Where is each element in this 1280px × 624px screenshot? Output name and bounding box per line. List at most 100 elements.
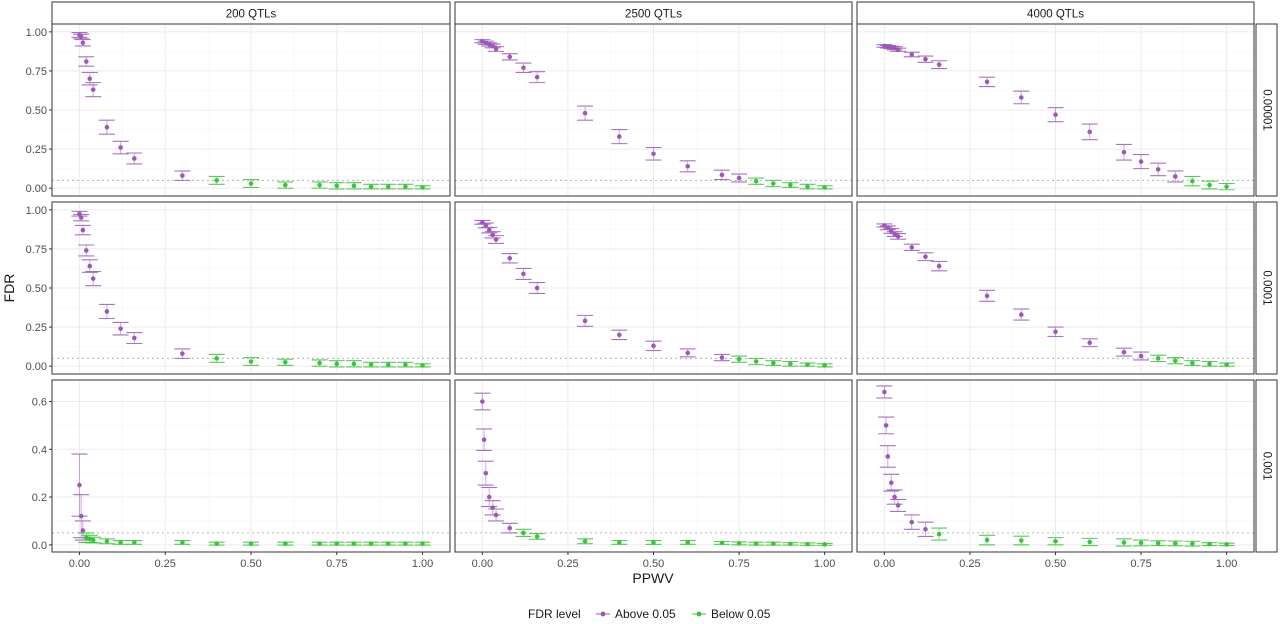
x-tick-label: 0.50 [240,558,261,570]
data-point [616,540,622,545]
y-tick-label: 0.50 [26,105,47,117]
data-point [214,356,219,361]
data-point [883,423,889,428]
x-tick-label: 0.25 [155,558,176,570]
column-strip [51,1,451,25]
legend-title: FDR level [528,607,581,621]
data-point [1121,349,1127,355]
data-point [483,223,489,228]
data-point [685,163,691,169]
data-point [1190,178,1195,184]
data-point [1018,312,1024,317]
y-tick-label: 0.0 [32,540,47,552]
y-tick-label: 0.75 [26,66,47,78]
data-point [87,263,93,269]
data-point [180,540,185,545]
x-tick-label: 1.00 [814,558,835,570]
data-point [403,184,408,189]
y-tick-label: 0.4 [32,444,47,456]
data-point [582,318,588,324]
data-point [582,538,588,544]
series-panel-r0-c0 [71,32,431,190]
data-point [490,232,495,238]
data-point [180,351,185,356]
series-panel-r1-c1 [474,219,833,368]
data-point [909,519,915,525]
data-point [87,76,93,82]
data-point [368,541,374,546]
data-point [1155,167,1161,172]
data-point [719,172,725,178]
data-point [651,151,656,157]
data-point [90,537,96,543]
data-point [420,363,425,368]
data-point [1190,541,1195,546]
data-point [84,59,89,64]
series-panel-r2-c1 [474,392,833,547]
data-point [493,512,499,518]
data-point [214,178,219,183]
data-point [719,540,725,546]
data-point [403,362,408,367]
x-tick-label: 0.75 [326,558,347,570]
data-point [334,361,340,367]
data-point [1087,129,1093,135]
data-point [132,335,137,341]
data-point [1172,358,1178,364]
data-point [248,181,254,186]
column-strip [856,1,1255,25]
data-point [90,276,96,281]
data-point [283,541,288,546]
data-point [1018,538,1024,543]
data-point [805,362,810,367]
data-point [1053,538,1058,544]
data-point [1121,149,1127,155]
data-point [1224,362,1229,367]
data-point [753,541,759,546]
x-axis-title: PPWV [632,570,674,586]
x-tick-label: 0.75 [1130,558,1151,570]
data-point [486,494,492,500]
y-tick-label: 1.00 [26,205,47,217]
y-tick-label: 0.50 [26,283,47,295]
x-tick-label: 0.00 [69,558,90,570]
data-point [936,531,942,537]
data-point [1155,356,1161,361]
data-point [351,361,357,367]
data-point [507,54,513,60]
data-point [77,482,82,488]
data-point [317,182,322,188]
data-point [1053,112,1058,117]
panel-border [856,201,1255,375]
data-point [788,182,793,188]
series-panel-r1-c0 [71,210,431,368]
data-point [521,271,526,277]
y-tick-label: 0.75 [26,244,47,256]
data-point [283,182,288,188]
legend-key-point [600,611,606,617]
panels-layer [51,23,1255,553]
data-point [736,541,742,546]
data-point [822,542,827,547]
row-strip [1255,201,1278,375]
data-point [78,215,84,220]
data-point [923,56,928,62]
panel-r0-c0 [52,24,450,196]
data-point [180,173,185,178]
data-point [885,454,891,459]
data-point [118,326,123,331]
y-tick-label: 0.2 [32,492,47,504]
panel-border [454,201,853,375]
data-point [805,541,810,547]
data-point [90,87,96,92]
data-point [507,255,513,261]
data-point [651,540,656,545]
row-strip [1255,379,1278,553]
data-point [736,356,742,362]
data-point [909,52,915,57]
panel-r0-c1 [455,24,852,196]
data-point [923,527,928,532]
data-point [420,185,425,190]
data-point [493,237,499,242]
